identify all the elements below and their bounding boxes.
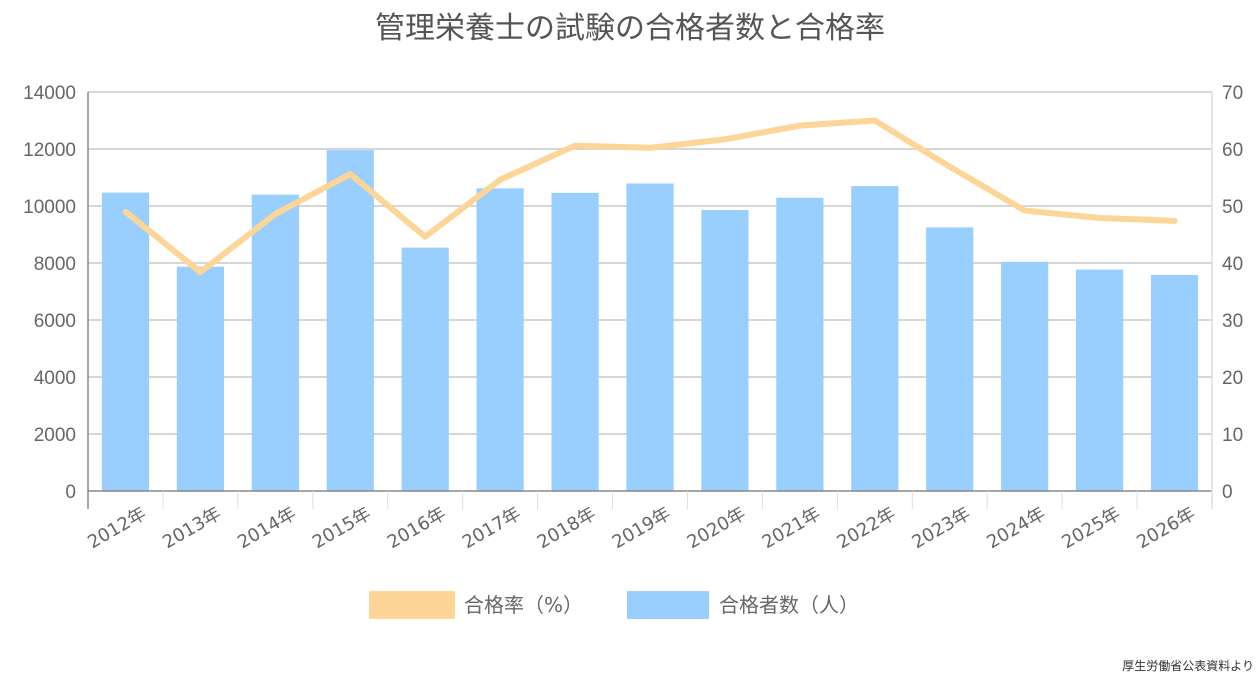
bar (401, 247, 449, 491)
y-right-tick-label: 10 (1222, 425, 1243, 446)
x-tick-label: 2012年 (84, 503, 150, 553)
x-tick-label: 2013年 (159, 503, 225, 553)
x-tick-label: 2026年 (1133, 503, 1199, 553)
rate-point (1097, 215, 1102, 220)
rate-point (573, 143, 578, 148)
rate-point (273, 211, 278, 216)
legend-swatch-rate (369, 591, 455, 619)
y-left-tick-label: 8000 (34, 254, 76, 275)
rate-point (722, 137, 727, 142)
legend-swatch-count (627, 591, 709, 619)
y-left-tick-label: 4000 (34, 368, 76, 389)
chart-title: 管理栄養士の試験の合格者数と合格率 (375, 11, 885, 46)
bar-series (101, 150, 1199, 492)
bar (101, 192, 150, 492)
x-tick-label: 2024年 (983, 503, 1049, 553)
x-tick-label: 2019年 (609, 503, 675, 553)
rate-point (198, 270, 203, 275)
axes (87, 92, 1213, 509)
y-left-tick-label: 2000 (34, 425, 76, 446)
bar (176, 266, 225, 491)
x-tick-label: 2018年 (534, 503, 600, 553)
bar (776, 197, 824, 492)
legend-label-count: 合格者数（人） (719, 593, 859, 617)
bar (476, 188, 524, 491)
y-axis-left: 0 2000 4000 6000 8000 10000 12000 14000 (23, 83, 76, 503)
rate-point (123, 209, 128, 214)
y-right-tick-label: 40 (1222, 254, 1243, 275)
x-tick-label: 2014年 (234, 503, 300, 553)
rate-point (947, 164, 952, 169)
x-tick-label: 2023年 (908, 503, 974, 553)
rate-point (498, 177, 503, 182)
x-tick-label: 2015年 (309, 503, 375, 553)
y-axis-right: 0 10 20 30 40 50 60 70 (1222, 83, 1243, 503)
y-right-tick-label: 30 (1222, 311, 1243, 332)
x-tick-label: 2022年 (834, 503, 900, 553)
bar (926, 227, 974, 491)
x-tick-label: 2017年 (459, 503, 525, 553)
bar (851, 186, 899, 492)
y-left-tick-label: 14000 (23, 83, 76, 104)
rate-point (872, 118, 877, 123)
bar (326, 150, 374, 491)
rate-point (423, 234, 428, 239)
rate-point (1172, 218, 1177, 223)
bar (626, 183, 674, 492)
y-right-tick-label: 20 (1222, 368, 1243, 389)
x-tick-label: 2020年 (684, 503, 750, 553)
source-note: 厚生労働省公表資料より (1122, 659, 1254, 673)
y-right-tick-label: 0 (1222, 482, 1233, 503)
bar (701, 209, 749, 492)
x-tick-label: 2021年 (759, 503, 825, 553)
x-tick-label: 2025年 (1058, 503, 1124, 553)
y-right-tick-label: 50 (1222, 197, 1243, 218)
legend-label-rate: 合格率（%） (464, 593, 583, 617)
y-left-tick-label: 10000 (23, 197, 76, 218)
bar (1001, 261, 1049, 491)
y-left-tick-label: 0 (65, 482, 76, 503)
rate-point (797, 123, 802, 128)
bar (1075, 269, 1124, 491)
legend: 合格率（%） 合格者数（人） (369, 591, 859, 619)
bar (1150, 274, 1199, 491)
y-left-tick-label: 6000 (34, 311, 76, 332)
line-series (122, 117, 1178, 276)
bar (251, 194, 299, 491)
rate-point (1022, 208, 1027, 213)
bar (551, 192, 599, 491)
rate-point (648, 145, 652, 150)
x-axis: 2012年 2013年 2014年 2015年 2016年 2017年 2018年 2019年… (84, 503, 1199, 553)
rate-point (348, 172, 353, 177)
y-left-tick-label: 12000 (23, 140, 76, 161)
y-right-tick-label: 70 (1222, 83, 1243, 104)
x-tick-label: 2016年 (384, 503, 450, 553)
y-right-tick-label: 60 (1222, 140, 1243, 161)
